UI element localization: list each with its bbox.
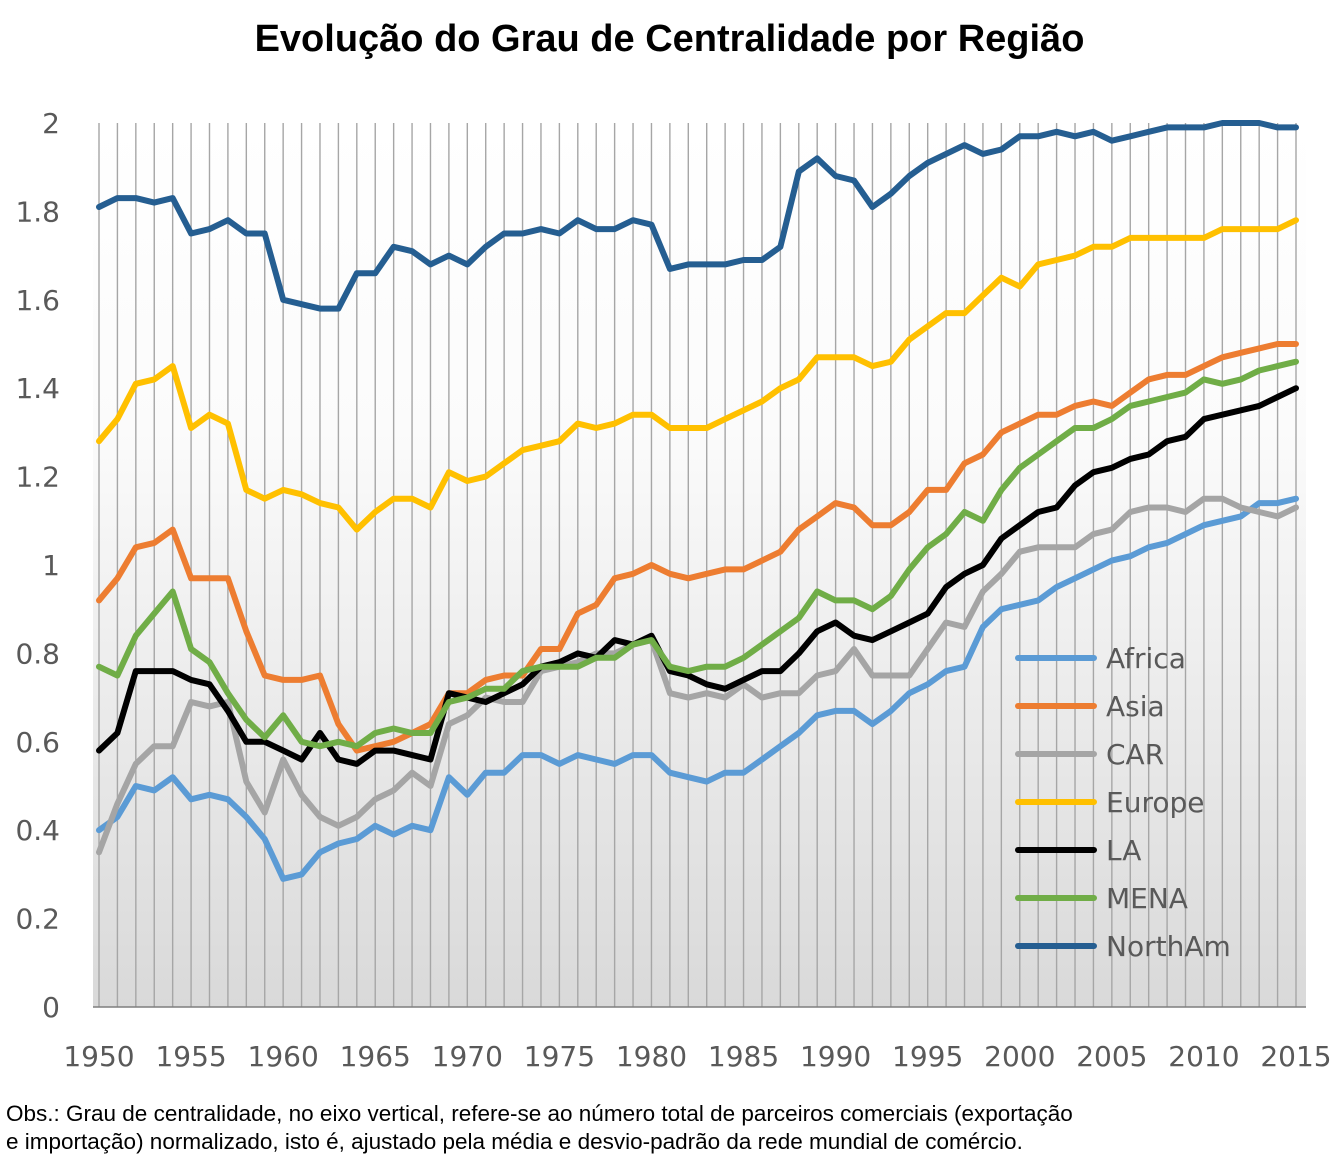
y-tick-label: 1.2	[15, 461, 60, 494]
x-tick-label: 2005	[1076, 1040, 1147, 1073]
x-tick-label: 2015	[1260, 1040, 1331, 1073]
x-tick-label: 2010	[1168, 1040, 1239, 1073]
y-tick-label: 0.6	[15, 726, 60, 759]
series-line-asia	[96, 341, 1299, 754]
series-line-la	[96, 385, 1299, 767]
series-line-europe	[96, 217, 1299, 533]
series-line-car	[96, 495, 1299, 856]
series-lines	[96, 120, 1299, 882]
x-tick-label: 2000	[984, 1040, 1055, 1073]
y-tick-label: 1	[42, 549, 60, 582]
x-tick-label: 1990	[800, 1040, 871, 1073]
footnote-line-2: e importação) normalizado, isto é, ajust…	[6, 1129, 1023, 1154]
axes: 0 0.2 0.4 0.6 0.8 1 1.2 1.4 1.6 1.8 2 1950 1955 1960 1…	[15, 107, 1331, 1073]
series-line-northam	[96, 120, 1299, 312]
x-tick-label: 1970	[432, 1040, 503, 1073]
y-tick-label: 1.6	[15, 284, 60, 317]
y-tick-label: 0.2	[15, 903, 60, 936]
y-tick-label: 1.8	[15, 195, 60, 228]
legend-label-europe: Europe	[1106, 786, 1204, 819]
legend-label-la: LA	[1106, 834, 1141, 867]
legend-label-asia: Asia	[1106, 690, 1165, 723]
legend-label-africa: Africa	[1106, 642, 1186, 675]
footnote: Obs.: Grau de centralidade, no eixo vert…	[6, 1100, 1336, 1156]
legend: Africa Asia CAR Europe LA MENA NorthAm	[1015, 642, 1231, 963]
legend-label-northam: NorthAm	[1106, 930, 1231, 963]
x-tick-label: 1995	[892, 1040, 963, 1073]
y-tick-label: 1.4	[15, 372, 60, 405]
y-tick-label: 2	[42, 107, 60, 140]
x-tick-label: 1950	[63, 1040, 134, 1073]
chart-title: Evolução do Grau de Centralidade por Reg…	[254, 18, 1085, 60]
y-tick-label: 0.8	[15, 637, 60, 670]
y-tick-label: 0	[42, 991, 60, 1024]
legend-label-car: CAR	[1106, 738, 1164, 771]
vertical-gridlines	[98, 123, 1297, 1007]
series-line-africa	[96, 495, 1299, 882]
x-tick-label: 1980	[616, 1040, 687, 1073]
series-line-mena	[96, 358, 1299, 750]
x-tick-label: 1960	[248, 1040, 319, 1073]
legend-label-mena: MENA	[1106, 882, 1188, 915]
y-tick-label: 0.4	[15, 814, 60, 847]
x-tick-label: 1975	[524, 1040, 595, 1073]
footnote-line-1: Obs.: Grau de centralidade, no eixo vert…	[6, 1101, 1073, 1126]
x-tick-label: 1985	[708, 1040, 779, 1073]
x-tick-label: 1955	[155, 1040, 226, 1073]
plot-area-background	[93, 123, 1306, 1007]
line-chart: 0 0.2 0.4 0.6 0.8 1 1.2 1.4 1.6 1.8 2 1950 1955 1960 1…	[15, 107, 1331, 1073]
x-tick-label: 1965	[340, 1040, 411, 1073]
